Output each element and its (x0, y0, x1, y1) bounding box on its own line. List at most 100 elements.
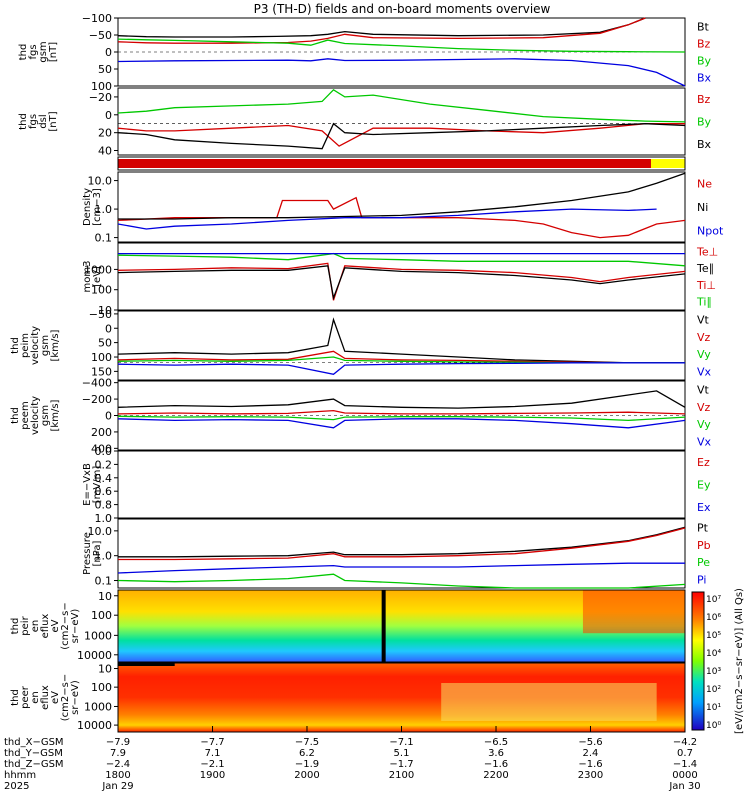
x-tick-label: −1.9 (295, 759, 319, 770)
y-axis-label: velocity (30, 396, 41, 435)
y-tick-label: 0.1 (95, 575, 113, 588)
x-tick-label: −2.4 (106, 759, 130, 770)
x-tick-label: Jan 30 (668, 781, 700, 792)
panel-frame (117, 310, 686, 381)
legend-entry: Ti⊥ (696, 279, 716, 292)
panel-frame (117, 450, 686, 519)
x-axis-block: thd_X−GSM −7.9 −7.7 −7.5 −7.1 −6.5 −5.6 −4.2 thd… (4, 726, 701, 792)
y-axis-label: peer (20, 685, 31, 709)
legend-entry: Vx (697, 435, 712, 448)
y-axis-label: dsl (38, 114, 49, 128)
panel-peir_spec: 10000 1000 100 10 thd peir en eflux eV (cm2−s− sr−… (10, 589, 686, 663)
x-row-label: thd_Z−GSM (4, 759, 64, 770)
y-axis-label: mom3 (82, 261, 93, 293)
series-line-Pi (117, 562, 685, 574)
legend-entry: Ti∥ (696, 296, 712, 309)
y-axis-label: sr−eV) (70, 609, 81, 644)
series-line-Vx (117, 418, 686, 429)
y-tick-label: −50 (89, 29, 112, 42)
legend-entry: Pi (697, 573, 706, 586)
x-row-label: thd_Y−GSM (4, 748, 63, 759)
y-tick-label: 1000 (84, 263, 112, 276)
y-axis-label: en (30, 620, 41, 633)
series-line-By (117, 38, 686, 53)
panel-frame (117, 518, 686, 589)
x-tick-label: −7.1 (389, 737, 413, 748)
x-tick-label: −2.1 (200, 759, 224, 770)
y-axis-label: gsm (38, 41, 49, 62)
series-line-Vx (117, 362, 685, 375)
panel-fgs_gsm: 100 50 0 −50 −100 thd fgs gsm [nT] Bt Bz By Bx (18, 12, 712, 93)
series-line-By (117, 88, 686, 123)
x-tick-label: −1.4 (673, 759, 697, 770)
legend-entry: Vy (697, 418, 711, 431)
legend-entry: Vz (697, 331, 711, 344)
x-tick-label: 3.6 (488, 748, 504, 759)
x-tick-label: −5.6 (578, 737, 602, 748)
y-tick-label: 20 (98, 127, 112, 140)
y-tick-label: 10000 (77, 649, 112, 662)
y-axis-label: thd (10, 407, 21, 424)
y-axis-label: gsm (40, 335, 51, 356)
y-axis-label: thd (10, 618, 21, 635)
y-tick-label: 100 (91, 284, 112, 297)
y-tick-label: 100 (91, 351, 112, 364)
legend-entry: Pt (697, 522, 709, 535)
x-tick-label: 1900 (200, 770, 225, 781)
x-tick-label: 2300 (578, 770, 603, 781)
series-line-Pe (117, 573, 686, 589)
y-axis-label: fgs (28, 114, 39, 129)
colorbar-tick: 10² (706, 685, 721, 695)
colorbar-tick: 10⁶ (706, 613, 721, 623)
y-axis-label: Pressure (82, 532, 93, 575)
y-tick-label: −100 (82, 12, 112, 25)
legend-entry: By (697, 55, 712, 68)
legend-entry: Te⊥ (696, 245, 718, 258)
y-tick-label: 1.0 (95, 512, 113, 525)
panel-peer_spec: 10000 1000 100 10 thd peer en eflux eV (cm2−s− sr−… (10, 662, 686, 733)
series-line-Bx (117, 58, 686, 87)
y-axis-label: velocity (30, 326, 41, 365)
x-tick-label: 5.1 (394, 748, 410, 759)
y-axis-label: [km/s] (50, 329, 61, 361)
x-row-label: hhmm (4, 770, 36, 781)
x-tick-label: −6.5 (484, 737, 508, 748)
x-tick-label: 6.2 (299, 748, 315, 759)
series-line-Vt (117, 317, 685, 364)
y-tick-label: −400 (82, 377, 112, 390)
series-line-Ti⊥ (117, 262, 686, 301)
colorbar: 10⁷ 10⁶ 10⁵ 10⁴ 10³ 10² 10¹ 10⁰ [eV/(cm2−s−sr−eV… (691, 588, 745, 734)
mode-bar-segment-0 (118, 159, 651, 168)
x-tick-label: −7.9 (106, 737, 130, 748)
legend-entry: Bz (697, 93, 711, 106)
colorbar-tick: 10⁰ (706, 721, 721, 731)
y-axis-label: fgs (28, 44, 39, 59)
y-axis-label: thd (18, 113, 29, 130)
y-tick-label: −50 (89, 308, 112, 321)
y-axis-label: [nT] (48, 42, 59, 62)
y-tick-label: 0.4 (95, 472, 113, 485)
y-tick-label: 0.0 (95, 445, 113, 458)
legend-entry: Pb (697, 539, 711, 552)
legend-entry: Vz (697, 401, 711, 414)
y-axis-label: (cm2−s− (60, 674, 71, 721)
series-line-Ni (118, 172, 686, 220)
y-tick-label: −20 (89, 91, 112, 104)
x-tick-label: −7.7 (200, 737, 224, 748)
y-axis-label: eV (50, 691, 61, 704)
legend-entry: Bz (697, 38, 711, 51)
y-tick-label: 100 (91, 681, 112, 694)
legend-entry: Vx (697, 365, 712, 378)
x-tick-label: 7.9 (110, 748, 126, 759)
x-tick-label: Jan 29 (101, 781, 133, 792)
y-axis-label: [eV] (92, 266, 103, 287)
y-tick-label: 1000 (84, 700, 112, 713)
x-tick-label: −1.6 (578, 759, 602, 770)
series-line-Pb (118, 527, 686, 561)
y-axis-label: eflux (40, 685, 51, 710)
x-tick-label: 2.4 (583, 748, 599, 759)
y-tick-label: 0.6 (95, 485, 113, 498)
y-axis-label: eV (50, 619, 61, 632)
